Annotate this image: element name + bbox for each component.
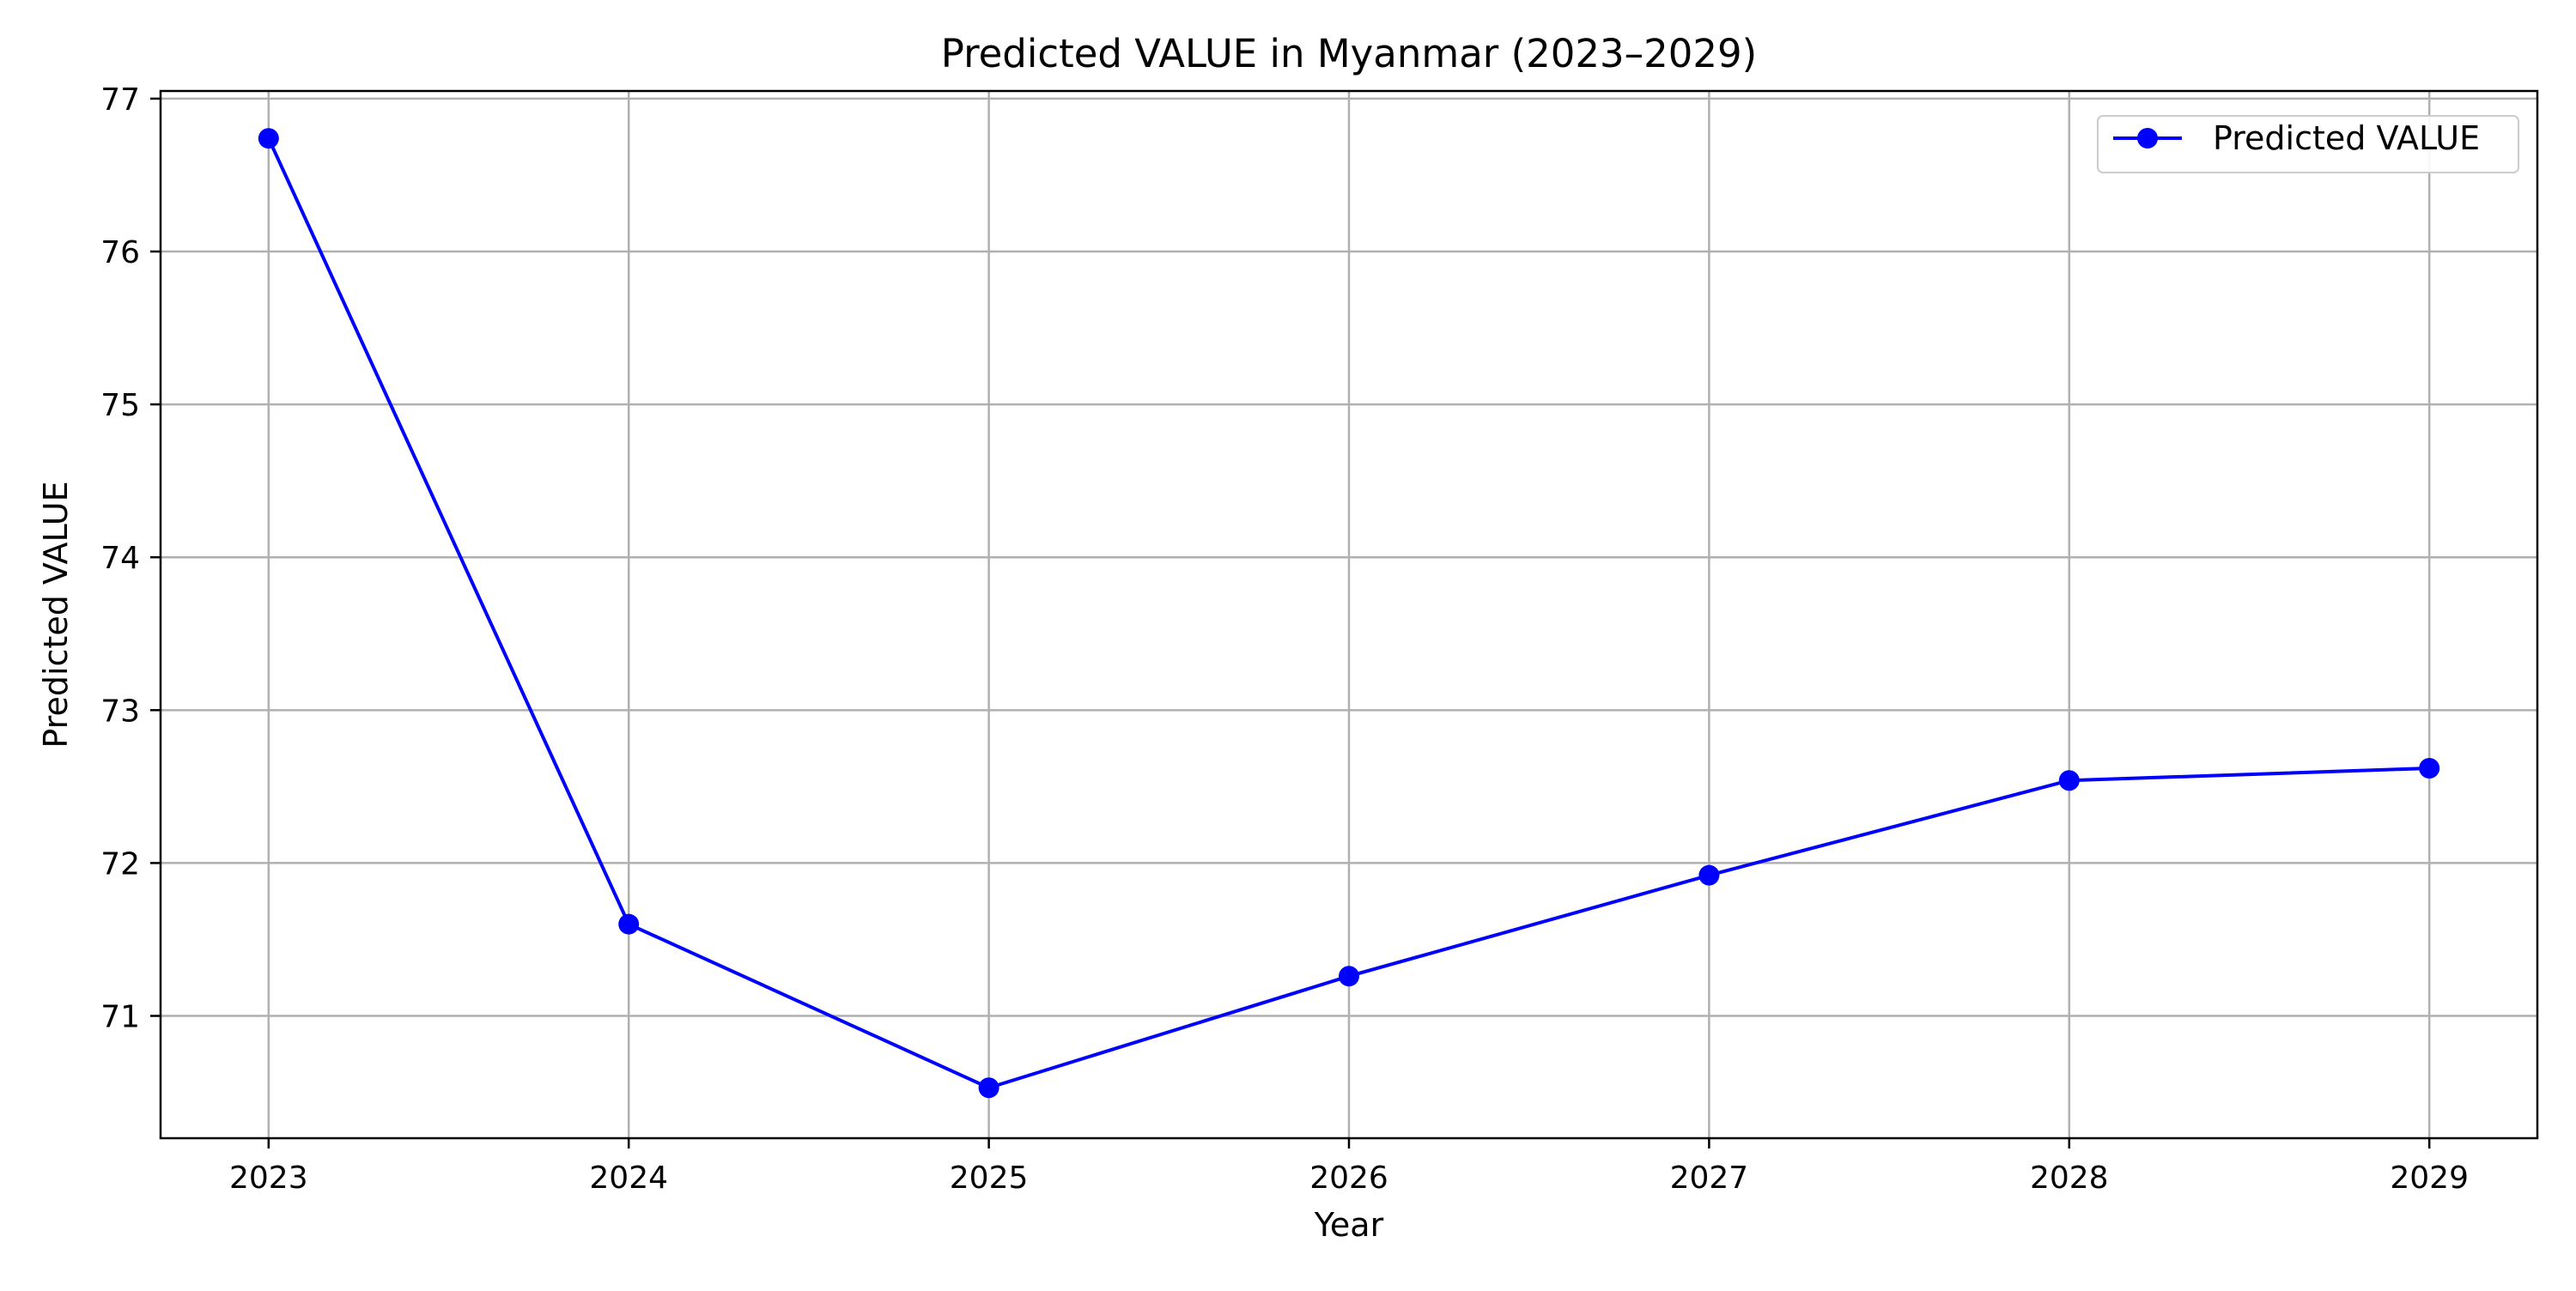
data-point-2029 (2419, 757, 2440, 779)
legend: Predicted VALUE (2097, 115, 2519, 173)
chart-title: Predicted VALUE in Myanmar (2023–2029) (941, 31, 1758, 76)
y-tick-label: 74 (100, 541, 140, 576)
data-point-2023 (258, 128, 279, 149)
series-layer (258, 128, 2440, 1099)
y-axis-label: Predicted VALUE (37, 481, 75, 748)
x-tick-label: 2027 (1670, 1161, 1749, 1196)
data-point-2027 (1698, 864, 1720, 886)
x-tick-label: 2026 (1309, 1161, 1388, 1196)
data-point-2028 (2058, 770, 2080, 791)
x-tick-label: 2025 (950, 1161, 1029, 1196)
y-tick-label: 77 (100, 82, 140, 118)
x-tick-label: 2029 (2390, 1161, 2469, 1196)
data-point-2024 (618, 913, 640, 935)
x-tick-label: 2023 (229, 1161, 308, 1196)
x-axis-label: Year (1314, 1206, 1384, 1244)
x-tick-label: 2028 (2030, 1161, 2109, 1196)
data-point-2025 (978, 1077, 999, 1099)
y-tick-label: 75 (100, 388, 140, 423)
tick-layer: 2023 2024 2025 2026 2027 2028 2029 71 72 73 74 75 76… (100, 82, 2469, 1196)
y-tick-label: 73 (100, 694, 140, 729)
legend-marker-sample (2137, 128, 2158, 148)
grid-layer (161, 91, 2537, 1138)
y-tick-label: 72 (100, 846, 140, 882)
legend-box (2097, 115, 2519, 173)
y-tick-label: 76 (100, 235, 140, 270)
data-point-2026 (1339, 966, 1359, 987)
legend-label-predicted-value: Predicted VALUE (2213, 119, 2480, 157)
y-tick-label: 71 (100, 1000, 140, 1035)
x-tick-label: 2024 (589, 1161, 668, 1196)
